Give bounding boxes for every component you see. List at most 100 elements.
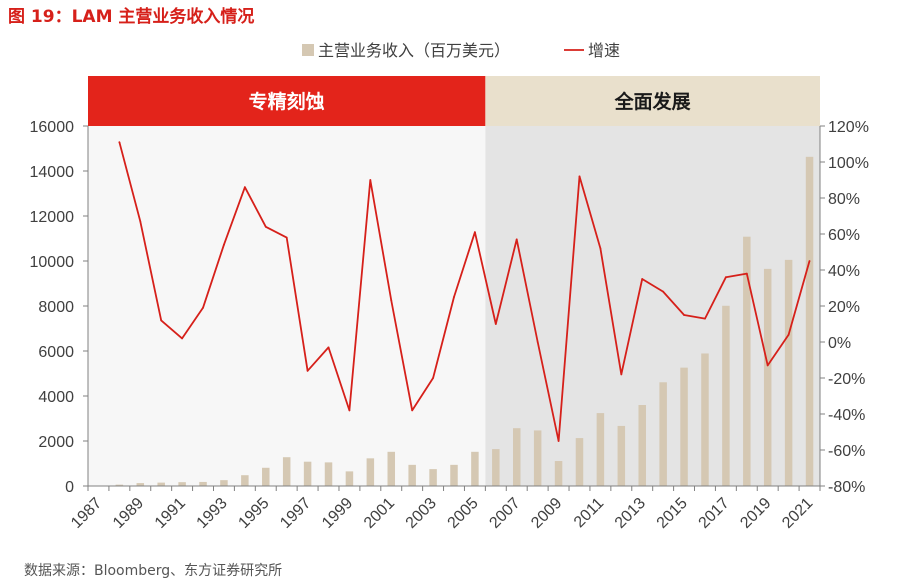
x-tick-label: 2003 bbox=[403, 495, 440, 532]
growth-point-1996 bbox=[285, 236, 288, 239]
y-left-tick-label: 0 bbox=[65, 479, 74, 496]
x-tick-label: 1987 bbox=[68, 495, 105, 532]
bar-1992 bbox=[199, 481, 207, 486]
bar-2000 bbox=[366, 458, 375, 486]
y-right-tick-label: 20% bbox=[828, 299, 860, 316]
bar-1995 bbox=[262, 467, 270, 486]
bar-1989 bbox=[136, 483, 145, 486]
bar-2006 bbox=[492, 449, 500, 486]
growth-point-1991 bbox=[181, 337, 184, 340]
growth-point-2000 bbox=[369, 179, 372, 181]
bar-1993 bbox=[220, 480, 228, 486]
legend: 主营业务收入（百万美元） 增速 bbox=[302, 41, 620, 60]
bar-2005 bbox=[471, 451, 479, 486]
y-right-tick-label: 100% bbox=[828, 155, 869, 172]
growth-point-2011 bbox=[599, 247, 602, 250]
y-right-tick-label: 120% bbox=[828, 119, 869, 136]
bar-2010 bbox=[575, 438, 584, 486]
bar-2001 bbox=[387, 451, 396, 486]
growth-point-2013 bbox=[641, 278, 644, 280]
y-right-tick-label: 0% bbox=[828, 335, 851, 352]
growth-point-2004 bbox=[453, 296, 455, 298]
y-right-tick-label: -60% bbox=[828, 443, 865, 460]
growth-point-1990 bbox=[160, 319, 163, 322]
bar-2021 bbox=[805, 156, 814, 486]
growth-point-2003 bbox=[432, 377, 434, 379]
growth-point-2012 bbox=[620, 373, 623, 376]
period-band-2 bbox=[485, 76, 820, 126]
bar-2019 bbox=[763, 268, 772, 486]
bar-1991 bbox=[178, 482, 186, 486]
y-right-tick-label: -20% bbox=[828, 371, 865, 388]
x-tick-label: 1993 bbox=[194, 495, 231, 532]
bar-2004 bbox=[450, 464, 458, 486]
bar-2007 bbox=[512, 428, 521, 486]
growth-point-2001 bbox=[390, 299, 393, 302]
growth-point-1998 bbox=[327, 346, 330, 349]
bar-1994 bbox=[241, 475, 249, 486]
bar-2015 bbox=[680, 367, 688, 486]
bar-1998 bbox=[324, 462, 333, 486]
bar-2017 bbox=[722, 305, 730, 486]
bar-1990 bbox=[157, 482, 165, 486]
period-bands: 专精刻蚀 全面发展 bbox=[88, 76, 820, 126]
y-left-tick-label: 6000 bbox=[38, 344, 74, 361]
bar-2013 bbox=[638, 405, 646, 486]
x-tick-label: 2005 bbox=[445, 495, 482, 532]
growth-point-1997 bbox=[306, 369, 309, 372]
x-tick-label: 2021 bbox=[779, 495, 816, 532]
y-right-tick-label: -80% bbox=[828, 479, 865, 496]
growth-point-1992 bbox=[202, 306, 204, 309]
growth-point-2006 bbox=[494, 323, 497, 325]
x-tick-label: 2011 bbox=[571, 495, 607, 531]
x-tick-label: 2009 bbox=[528, 495, 565, 532]
growth-point-2007 bbox=[515, 238, 518, 241]
bar-1999 bbox=[345, 471, 354, 486]
bar-2014 bbox=[659, 382, 667, 486]
growth-point-1995 bbox=[264, 225, 267, 228]
growth-point-1999 bbox=[348, 409, 351, 412]
legend-bar-label: 主营业务收入（百万美元） bbox=[318, 41, 510, 60]
x-tick-label: 2007 bbox=[486, 495, 523, 532]
bar-1996 bbox=[282, 457, 291, 486]
y-left-tick-label: 16000 bbox=[30, 119, 75, 136]
y-left-tick-label: 14000 bbox=[30, 164, 75, 181]
period-label-1: 专精刻蚀 bbox=[249, 90, 325, 113]
revenue-bars bbox=[115, 156, 814, 486]
x-tick-label: 2001 bbox=[361, 495, 398, 532]
legend-bar-swatch bbox=[302, 44, 314, 56]
bar-2003 bbox=[429, 469, 437, 486]
source-note: 数据来源：Bloomberg、东方证券研究所 bbox=[24, 563, 283, 579]
growth-point-1989 bbox=[139, 220, 142, 223]
legend-line-label: 增速 bbox=[588, 41, 620, 60]
y-left-tick-label: 2000 bbox=[38, 434, 74, 451]
x-tick-label: 1989 bbox=[110, 495, 147, 532]
bar-2018 bbox=[743, 236, 751, 486]
growth-point-1993 bbox=[223, 243, 225, 246]
growth-point-1994 bbox=[243, 186, 246, 189]
growth-point-2019 bbox=[766, 364, 769, 367]
figure-title: 图 19：LAM 主营业务收入情况 bbox=[8, 7, 255, 27]
growth-point-2016 bbox=[704, 317, 706, 320]
growth-point-2002 bbox=[411, 409, 414, 412]
y-left-tick-label: 12000 bbox=[30, 209, 75, 226]
growth-point-2020 bbox=[787, 333, 790, 336]
y-left-tick-label: 8000 bbox=[38, 299, 74, 316]
bar-2008 bbox=[533, 430, 542, 486]
period-background-1 bbox=[88, 126, 486, 486]
bar-2016 bbox=[701, 353, 709, 486]
bar-2002 bbox=[408, 464, 416, 486]
y-right-tick-label: 60% bbox=[828, 227, 860, 244]
bar-2012 bbox=[617, 425, 626, 486]
y-right-tick-label: 40% bbox=[828, 263, 860, 280]
x-tick-label: 2015 bbox=[654, 495, 691, 532]
growth-point-2010 bbox=[578, 175, 581, 178]
y-left-tick-label: 10000 bbox=[30, 254, 75, 271]
x-tick-label: 1991 bbox=[152, 495, 189, 532]
bar-2009 bbox=[554, 461, 563, 486]
x-tick-label: 2013 bbox=[612, 495, 649, 532]
bar-1997 bbox=[303, 461, 312, 486]
y-right-tick-label: -40% bbox=[828, 407, 865, 424]
y-right-tick-label: 80% bbox=[828, 191, 860, 208]
